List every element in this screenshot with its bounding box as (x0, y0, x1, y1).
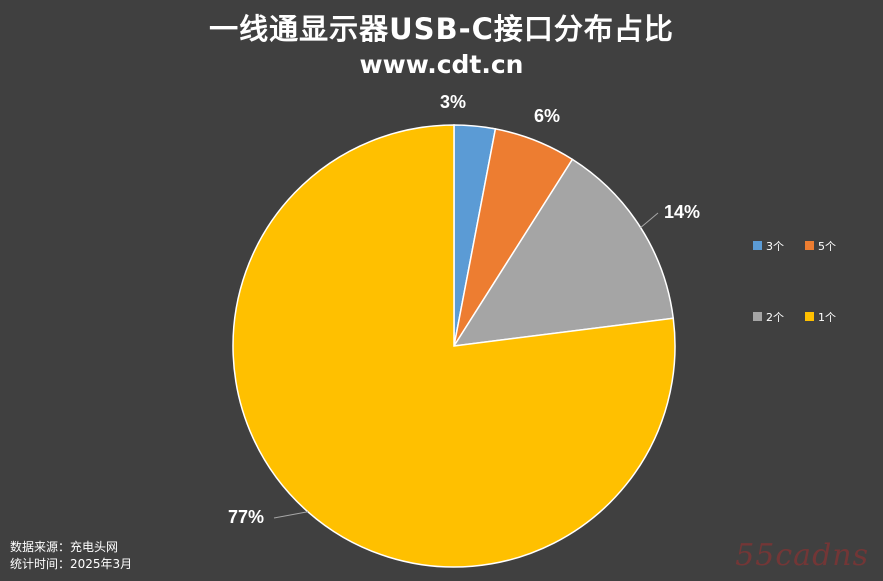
chart-subtitle: www.cdt.cn (359, 50, 524, 79)
slice-data-label: 14% (664, 202, 700, 222)
pie-slice (232, 124, 676, 568)
chart-title: 一线通显示器USB-C接口分布占比 (209, 12, 674, 46)
label-leader-line (273, 511, 308, 519)
legend-swatch (805, 312, 814, 321)
label-leader-line (640, 212, 659, 228)
legend-label: 3个 (766, 240, 784, 253)
legend-swatch (753, 312, 762, 321)
legend-label: 1个 (818, 311, 836, 324)
data-source-note: 数据来源：充电头网 (10, 540, 119, 554)
survey-date-note: 统计时间：2025年3月 (10, 557, 133, 571)
legend-swatch (753, 241, 762, 250)
slice-data-label: 77% (228, 507, 264, 527)
pie-slice (452, 158, 675, 347)
legend-label: 5个 (818, 240, 836, 253)
watermark-logo: 55cadns (735, 538, 869, 573)
legend-label: 2个 (766, 311, 784, 324)
slice-data-label: 3% (440, 92, 466, 112)
legend-swatch (805, 241, 814, 250)
slice-data-label: 6% (534, 106, 560, 126)
